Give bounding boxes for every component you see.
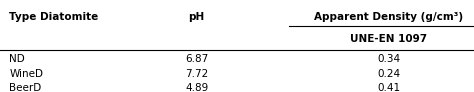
Text: Type Diatomite: Type Diatomite (9, 12, 99, 22)
Text: BeerD: BeerD (9, 83, 42, 92)
Text: pH: pH (189, 12, 205, 22)
Text: 0.34: 0.34 (377, 54, 400, 64)
Text: ND: ND (9, 54, 25, 64)
Text: 7.72: 7.72 (185, 69, 209, 79)
Text: 0.24: 0.24 (377, 69, 400, 79)
Text: WineD: WineD (9, 69, 44, 79)
Text: UNE-EN 1097: UNE-EN 1097 (350, 34, 427, 44)
Text: 6.87: 6.87 (185, 54, 209, 64)
Text: 4.89: 4.89 (185, 83, 209, 92)
Text: Apparent Density (g/cm³): Apparent Density (g/cm³) (314, 12, 463, 22)
Text: 0.41: 0.41 (377, 83, 400, 92)
